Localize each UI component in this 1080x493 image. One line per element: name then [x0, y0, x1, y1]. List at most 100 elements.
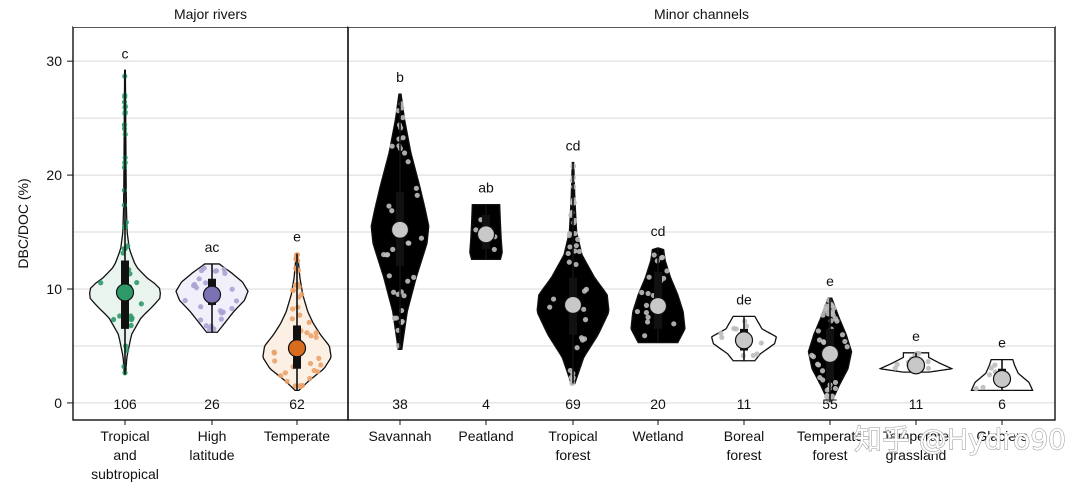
data-point	[307, 360, 314, 367]
data-point	[414, 192, 420, 198]
significance-letter: e	[826, 273, 834, 289]
data-point	[573, 243, 579, 249]
median-marker	[390, 220, 410, 239]
significance-letter: cd	[651, 223, 666, 239]
data-point	[313, 334, 319, 340]
sample-size: 55	[822, 396, 838, 412]
data-point	[396, 143, 402, 149]
data-point	[297, 383, 303, 389]
x-category-label: Temperate	[264, 428, 330, 444]
x-category-label: Tropical	[100, 428, 149, 444]
data-point	[566, 259, 572, 265]
violin-group	[630, 247, 686, 344]
data-point	[272, 358, 278, 364]
data-point	[566, 232, 572, 239]
data-point	[203, 323, 209, 329]
violin-group	[710, 315, 778, 362]
data-point	[645, 314, 651, 320]
data-point	[832, 379, 839, 386]
median-marker	[287, 339, 307, 358]
panel-title: Major rivers	[174, 6, 247, 22]
data-point	[567, 244, 573, 250]
data-point	[289, 316, 295, 322]
data-point	[278, 373, 284, 379]
sample-size: 4	[482, 396, 490, 412]
violin-group	[88, 69, 162, 376]
significance-letter: e	[293, 229, 301, 245]
median-marker	[648, 296, 668, 316]
data-point	[229, 286, 235, 292]
x-category-label: grassland	[886, 447, 947, 463]
x-category-label: Temperate	[883, 428, 949, 444]
median-marker	[563, 295, 583, 315]
data-point	[661, 275, 667, 281]
violin-group	[262, 252, 332, 392]
data-point	[842, 338, 848, 345]
data-point	[222, 270, 228, 276]
x-category-label: Peatland	[458, 428, 513, 444]
significance-letter: e	[912, 328, 920, 344]
data-point	[834, 318, 840, 324]
data-point	[384, 252, 391, 258]
data-point	[575, 236, 581, 242]
violin-group	[970, 358, 1034, 392]
data-point	[582, 317, 589, 323]
data-point	[128, 313, 134, 319]
data-point	[191, 281, 198, 288]
data-point	[198, 317, 204, 323]
data-point	[569, 380, 575, 386]
median-marker	[820, 344, 840, 364]
data-point	[307, 375, 313, 382]
median-marker	[476, 225, 496, 244]
data-point	[117, 313, 123, 319]
data-point	[750, 352, 756, 359]
x-category-label: and	[113, 447, 136, 463]
significance-letter: cd	[566, 138, 581, 154]
panel-strip	[73, 0, 348, 27]
data-point	[743, 323, 750, 329]
x-category-label: Temperate	[797, 428, 863, 444]
data-point	[815, 362, 822, 368]
data-point	[671, 321, 677, 327]
data-point	[311, 367, 317, 374]
significance-letter: b	[396, 69, 404, 85]
sample-size: 69	[565, 396, 581, 412]
median-marker	[115, 283, 135, 302]
data-point	[313, 330, 319, 336]
sample-size: 26	[204, 396, 220, 412]
data-point	[399, 318, 405, 325]
data-point	[295, 304, 301, 310]
violin-group	[469, 204, 503, 261]
x-category-label: latitude	[189, 447, 234, 463]
x-category-label: forest	[812, 447, 847, 463]
data-point	[221, 266, 227, 272]
median-marker	[734, 331, 754, 350]
data-point	[643, 309, 650, 316]
violin-group	[807, 297, 853, 403]
data-point	[290, 287, 296, 293]
data-point	[643, 302, 650, 308]
data-point	[664, 268, 670, 274]
watermark-text: 知乎 @Hydro90	[854, 423, 1066, 456]
data-point	[138, 301, 144, 307]
data-point	[282, 370, 288, 376]
data-point	[819, 368, 826, 374]
data-point	[413, 185, 419, 191]
data-point	[916, 350, 922, 356]
data-point	[418, 235, 425, 241]
data-point	[400, 115, 406, 121]
y-axis-label: DBC/DOC (%)	[15, 178, 31, 268]
data-point	[304, 330, 310, 336]
panel-frame	[347, 26, 1056, 421]
sample-size: 62	[289, 396, 305, 412]
sample-size: 6	[998, 396, 1006, 412]
violin-group	[370, 93, 430, 351]
data-point	[832, 385, 839, 392]
y-tick-label: 10	[46, 281, 62, 297]
data-point	[820, 377, 826, 383]
data-point	[576, 248, 582, 255]
data-point	[306, 319, 312, 326]
violin-group	[878, 350, 954, 375]
data-point	[820, 312, 826, 318]
data-point	[98, 280, 104, 286]
